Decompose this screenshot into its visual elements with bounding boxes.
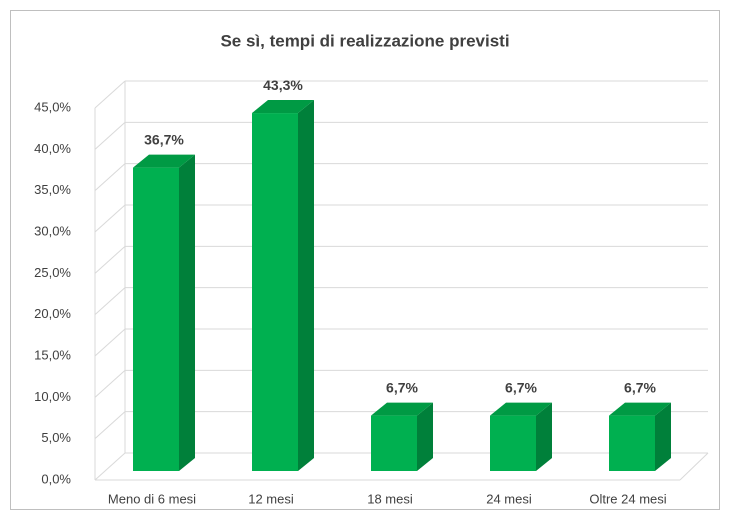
grid-line <box>94 411 126 440</box>
bar <box>490 415 536 471</box>
x-tick-label: 24 mesi <box>486 491 532 506</box>
bar-side <box>655 402 671 471</box>
x-tick-label: 18 mesi <box>367 491 413 506</box>
grid-line <box>94 245 126 274</box>
bar <box>252 113 298 471</box>
y-tick-label: 20,0% <box>34 306 71 321</box>
grid-line <box>94 287 126 316</box>
y-tick-label: 30,0% <box>34 223 71 238</box>
bar-top <box>490 402 552 416</box>
data-label: 6,7% <box>386 379 418 395</box>
floor-edge <box>679 452 709 481</box>
x-tick-label: Oltre 24 mesi <box>589 491 666 506</box>
y-tick-label: 0,0% <box>41 471 71 486</box>
data-label: 43,3% <box>263 77 303 93</box>
bar-top <box>252 100 314 114</box>
data-label: 6,7% <box>624 379 656 395</box>
data-label: 6,7% <box>505 379 537 395</box>
y-tick-label: 15,0% <box>34 347 71 362</box>
bar-top <box>371 402 433 416</box>
y-tick-label: 45,0% <box>34 99 71 114</box>
y-tick-label: 40,0% <box>34 141 71 156</box>
bar-side <box>417 402 433 471</box>
bar-side <box>298 100 314 471</box>
y-tick-label: 35,0% <box>34 182 71 197</box>
y-tick-label: 25,0% <box>34 265 71 280</box>
x-tick-label: 12 mesi <box>248 491 294 506</box>
grid-line <box>94 328 126 357</box>
bar <box>609 415 655 471</box>
bar-side <box>179 154 195 471</box>
y-tick-label: 10,0% <box>34 389 71 404</box>
grid-line <box>94 163 126 192</box>
bar <box>371 415 417 471</box>
bar-top <box>133 154 195 168</box>
bar <box>133 167 179 471</box>
data-label: 36,7% <box>144 131 184 147</box>
grid-line <box>94 452 126 481</box>
x-tick-label: Meno di 6 mesi <box>108 491 196 506</box>
grid-line <box>94 80 126 109</box>
chart-frame <box>10 10 720 510</box>
grid-line <box>94 121 126 150</box>
chart-title: Se sì, tempi di realizzazione previsti <box>220 31 509 50</box>
grid-line <box>94 369 126 398</box>
bar-side <box>536 402 552 471</box>
bar-top <box>609 402 671 416</box>
y-tick-label: 5,0% <box>41 430 71 445</box>
grid-line <box>94 204 126 233</box>
